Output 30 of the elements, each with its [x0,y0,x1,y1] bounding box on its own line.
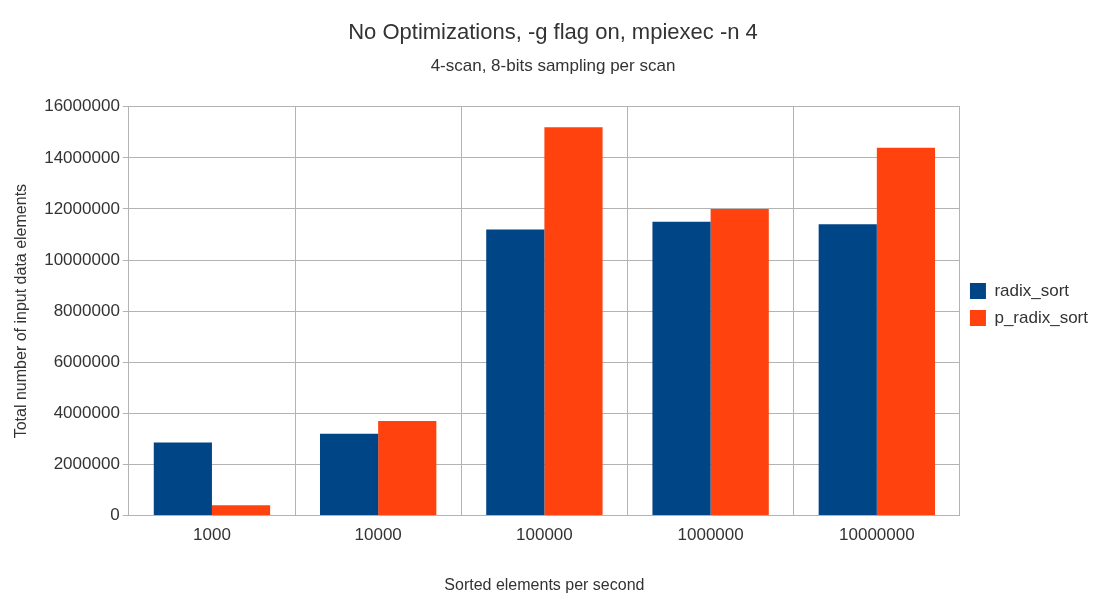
y-tick-label: 0 [110,505,120,525]
bar [544,127,603,515]
x-tick-label: 1000 [193,525,231,545]
bar [378,420,437,515]
x-axis-title: Sorted elements per second [444,575,645,593]
bar [211,505,271,515]
y-tick-label: 14000000 [44,147,120,167]
y-tick-label: 4000000 [53,402,120,422]
bar [652,221,711,515]
chart-title: No Optimizations, -g flag on, mpiexec -n 4 [348,19,758,45]
y-tick-label: 8000000 [53,300,120,320]
bar [876,147,936,515]
chart-subtitle: 4-scan, 8-bits sampling per scan [430,56,676,76]
y-tick-label: 16000000 [44,96,120,116]
x-tick-label: 10000000 [839,525,915,545]
y-tick-label: 12000000 [44,198,120,218]
x-tick-label: 10000 [354,525,402,545]
bar [710,208,769,515]
bar [486,229,545,515]
x-tick-label: 1000000 [677,525,744,545]
bar [153,442,212,515]
bar [319,433,379,515]
bar [818,224,877,515]
legend-label: radix_sort [994,280,1070,300]
y-tick-label: 2000000 [53,454,120,474]
legend-label: p_radix_sort [994,307,1089,327]
y-tick-label: 10000000 [44,249,120,269]
y-tick-label: 6000000 [53,351,120,371]
x-tick-label: 100000 [516,525,573,545]
y-axis-title: Total number of input data elements [12,183,30,439]
